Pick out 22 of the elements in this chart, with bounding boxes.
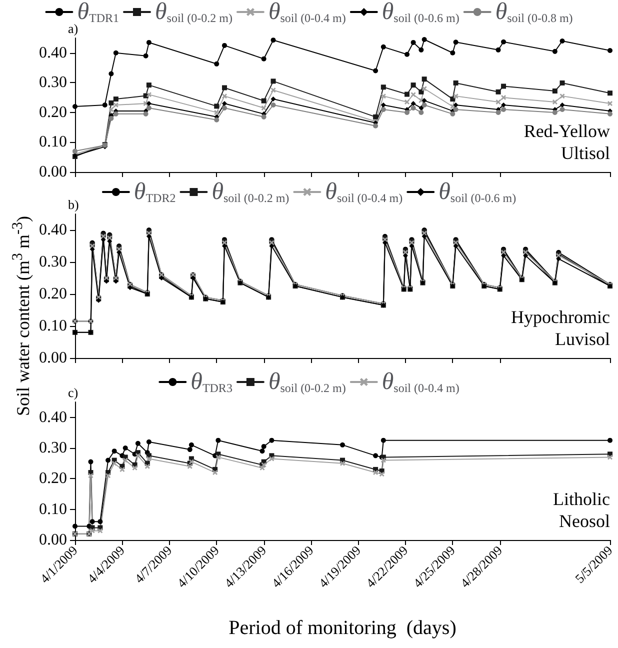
y-tick-label: 0.10	[39, 318, 67, 334]
x-axis-title: Period of monitoring (days)	[228, 617, 456, 639]
y-tick-label: 0.30	[39, 440, 67, 456]
y-tick-label: 0.30	[39, 254, 67, 270]
y-tick-label: 0.20	[39, 286, 67, 302]
annotation: Litholic Neosol	[553, 489, 610, 531]
y-tick-label: 0.10	[39, 134, 67, 151]
annotation: Hypochromic Luvisol	[511, 307, 610, 349]
text: b)	[68, 197, 79, 212]
y-tick-label: 0.20	[39, 104, 67, 121]
y-tick-label: 0.00	[39, 350, 67, 366]
y-tick-label: 0.30	[39, 74, 67, 92]
y-tick-label: 0.20	[39, 470, 67, 488]
y-tick-label: 0.00	[39, 164, 67, 180]
annotation: Red-Yellow Ultisol	[524, 121, 610, 163]
y-tick-label: 0.40	[39, 44, 67, 62]
y-tick-label: 0.40	[39, 222, 67, 238]
y-tick-label: 0.40	[39, 408, 67, 426]
y-tick-label: 0.10	[39, 500, 67, 518]
text: a)	[68, 21, 78, 36]
y-tick-label: 0.00	[39, 532, 67, 548]
text: c)	[68, 385, 78, 400]
